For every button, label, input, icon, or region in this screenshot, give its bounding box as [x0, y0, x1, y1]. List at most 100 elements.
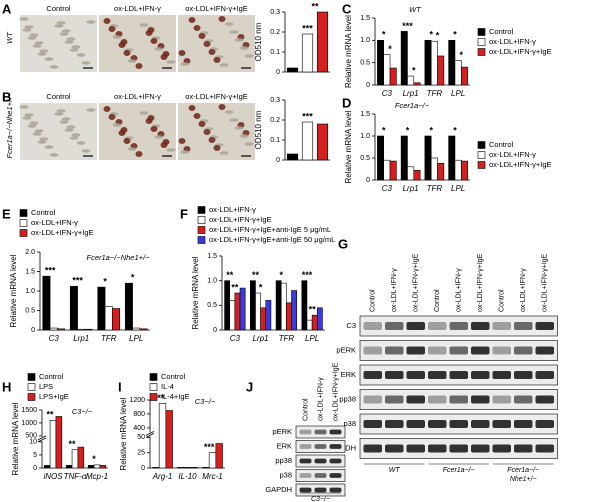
cell [34, 41, 44, 45]
cell [180, 150, 190, 154]
y-tick-label: 0 [366, 177, 370, 184]
bar [208, 452, 217, 469]
y-axis-label: Relative mRNA level [191, 256, 200, 329]
bar [413, 170, 421, 181]
blot-band [363, 346, 382, 355]
legend-label: ox-LDL+IFN-γ+IgE+anti-IgE 5 μg/mL [209, 225, 331, 234]
cell [208, 137, 216, 143]
cell [66, 125, 76, 129]
blot-band [314, 429, 327, 435]
bar [377, 135, 385, 181]
legend-swatch [19, 209, 28, 217]
cell [61, 29, 71, 33]
legend-swatch [27, 383, 36, 391]
x-tick-label: iNOS [43, 472, 63, 481]
cell [166, 60, 176, 64]
x-tick-label: C3 [382, 89, 393, 98]
blot-band [514, 371, 533, 379]
significance: *** [302, 270, 313, 280]
x-tick-label: LPL [305, 334, 319, 343]
significance: * [103, 276, 107, 286]
group-label: Nhe1+/− [510, 476, 537, 483]
legend-swatch [477, 48, 486, 56]
bar [215, 443, 223, 469]
x-tick-label: Arg-1 [152, 472, 173, 481]
row-label: GAPDH [265, 485, 292, 494]
significance: * [388, 44, 392, 54]
cell [229, 30, 239, 34]
significance: *** [154, 393, 165, 403]
bar [43, 465, 51, 469]
cell [135, 151, 143, 157]
bar [190, 467, 198, 469]
y-axis-label: Relative mRNA level [344, 110, 353, 183]
bar [250, 280, 256, 331]
blot-band [492, 346, 511, 355]
bar [454, 159, 462, 181]
blot-band [492, 371, 511, 379]
cell [213, 145, 221, 151]
cell [154, 135, 164, 139]
x-tick-label: Lrp1 [403, 184, 419, 193]
image-label: ox-LDL+IFN-γ+IgE [185, 4, 248, 13]
bar [460, 66, 468, 86]
cell [160, 54, 168, 60]
significance: * [460, 50, 464, 60]
panel-letter: H [2, 379, 11, 394]
blot-band [471, 444, 490, 453]
cell [64, 128, 74, 132]
bar [316, 123, 329, 161]
bar [275, 280, 282, 331]
legend-swatch [149, 373, 158, 381]
legend-label: Control [161, 372, 186, 381]
cell [59, 32, 69, 36]
bar [93, 464, 101, 469]
x-tick-label: LPL [451, 89, 465, 98]
x-tick-label: LPL [451, 184, 465, 193]
cell [218, 104, 226, 110]
significance: ** [69, 439, 77, 449]
blot-band [314, 473, 327, 478]
cell [32, 44, 42, 48]
y-tick-label: 0 [366, 82, 370, 89]
chart-title: Fcer1a−/− [395, 101, 430, 110]
bar [71, 449, 79, 469]
cell [54, 24, 64, 28]
cell [56, 21, 66, 25]
significance: * [131, 273, 135, 283]
bar [311, 314, 318, 331]
legend-swatch [197, 226, 206, 234]
bar [407, 75, 415, 86]
cell [193, 25, 201, 31]
cell [208, 49, 216, 55]
significance: * [382, 125, 386, 135]
legend-label: IL-4 [161, 382, 174, 391]
significance: ** [309, 305, 317, 315]
panel-letter: C [342, 1, 352, 16]
cell [150, 126, 158, 132]
x-tick-label: C3 [49, 334, 60, 343]
y-tick-label: 0 [31, 327, 35, 334]
y-tick-label: 10 [29, 439, 37, 446]
cell [81, 61, 91, 65]
bar [437, 162, 445, 181]
bar [124, 282, 133, 331]
chart-title: Fcer1a−/−Nhe1+/− [87, 253, 151, 262]
bar [234, 292, 241, 331]
cell [37, 52, 47, 56]
legend-label: LPS+IgE [39, 392, 69, 401]
bar [383, 159, 391, 181]
bar [301, 121, 314, 161]
cell [29, 121, 39, 125]
cell [112, 35, 122, 39]
row-label: WT [5, 31, 14, 44]
cell [166, 148, 176, 152]
blot-band [363, 420, 382, 428]
lane-label: ox-LDL+IFN-γ [520, 268, 527, 312]
blot-band [535, 322, 554, 330]
cell [76, 141, 86, 145]
bar [437, 55, 445, 86]
blot-band [514, 322, 533, 330]
legend-swatch [27, 393, 36, 401]
cell [198, 33, 206, 39]
